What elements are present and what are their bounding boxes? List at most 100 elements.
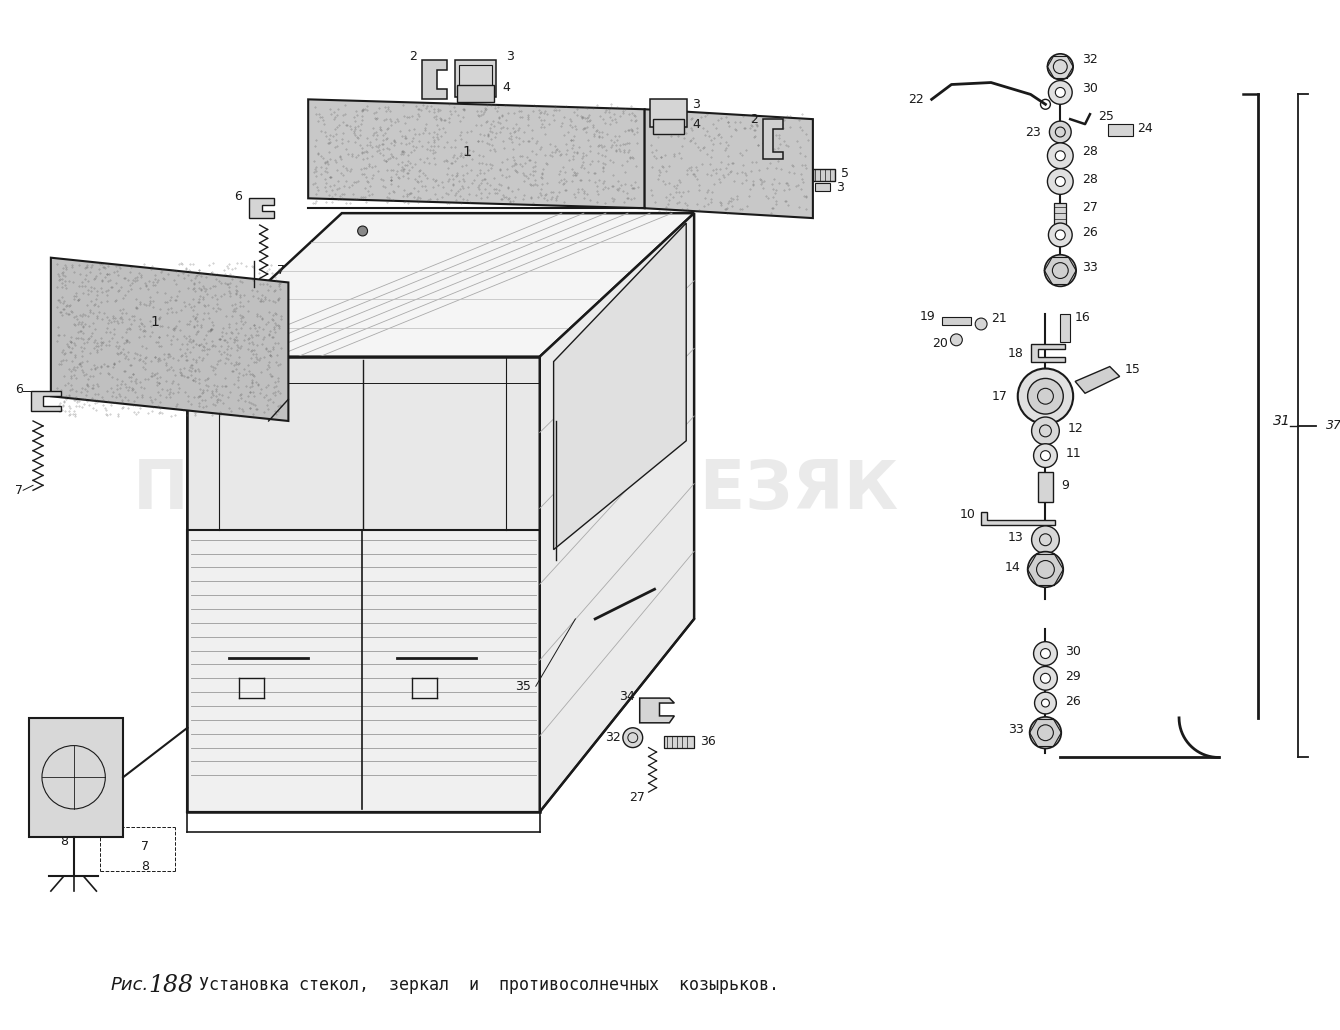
- Bar: [813, 169, 835, 180]
- Text: 27: 27: [628, 791, 645, 803]
- Text: 20: 20: [933, 337, 949, 350]
- Text: 17: 17: [992, 389, 1008, 403]
- Text: 6: 6: [234, 190, 243, 203]
- Text: 3: 3: [836, 181, 843, 194]
- Bar: [457, 84, 494, 102]
- Text: 2: 2: [750, 112, 758, 126]
- Text: 7: 7: [276, 264, 284, 277]
- Polygon shape: [553, 224, 686, 550]
- Bar: [1108, 124, 1132, 136]
- Circle shape: [1056, 230, 1065, 240]
- Text: 21: 21: [992, 311, 1006, 324]
- Text: 24: 24: [1138, 122, 1154, 135]
- Text: 33: 33: [1083, 261, 1097, 274]
- Circle shape: [1040, 451, 1051, 460]
- Text: 10: 10: [959, 509, 976, 521]
- Circle shape: [623, 728, 643, 748]
- Polygon shape: [764, 119, 783, 159]
- Bar: [665, 735, 694, 748]
- Bar: [458, 65, 492, 93]
- Circle shape: [1048, 54, 1073, 79]
- Text: 9: 9: [1061, 479, 1069, 491]
- Circle shape: [1032, 526, 1060, 553]
- Text: 7: 7: [15, 484, 23, 496]
- Circle shape: [1056, 88, 1065, 98]
- Bar: [653, 119, 685, 134]
- Text: 31: 31: [1273, 414, 1290, 428]
- Bar: [1055, 203, 1067, 225]
- Text: 29: 29: [1065, 670, 1081, 683]
- Circle shape: [1018, 369, 1073, 424]
- Circle shape: [1028, 378, 1063, 414]
- Text: 4: 4: [502, 81, 511, 94]
- Text: Установка стекол,  зеркал  и  противосолнечных  козырьков.: Установка стекол, зеркал и противосолнеч…: [200, 976, 780, 994]
- Circle shape: [1040, 649, 1051, 658]
- Text: 14: 14: [1005, 561, 1021, 574]
- Circle shape: [1056, 150, 1065, 161]
- Circle shape: [1040, 674, 1051, 683]
- Bar: [650, 99, 687, 127]
- Bar: [815, 183, 829, 192]
- Bar: [454, 60, 496, 98]
- Bar: [1037, 473, 1053, 503]
- Text: 27: 27: [1083, 201, 1097, 213]
- Text: 26: 26: [1083, 227, 1097, 239]
- Bar: [1060, 314, 1071, 342]
- Circle shape: [1034, 692, 1056, 714]
- Text: 1: 1: [462, 145, 470, 159]
- Circle shape: [1048, 143, 1073, 169]
- Text: 36: 36: [699, 735, 716, 748]
- Circle shape: [1032, 417, 1060, 445]
- Text: 188: 188: [147, 973, 193, 997]
- Text: 16: 16: [1075, 311, 1091, 323]
- Text: Рис.: Рис.: [110, 976, 149, 994]
- Circle shape: [1028, 552, 1063, 587]
- Text: 35: 35: [515, 680, 531, 693]
- Polygon shape: [188, 356, 540, 529]
- Polygon shape: [639, 698, 674, 723]
- Text: 18: 18: [1008, 347, 1024, 360]
- Circle shape: [1044, 254, 1076, 286]
- Text: 7: 7: [141, 840, 149, 853]
- Polygon shape: [422, 60, 446, 99]
- Text: 1: 1: [150, 315, 159, 329]
- Polygon shape: [29, 718, 123, 836]
- Text: 32: 32: [1083, 54, 1097, 66]
- Polygon shape: [1030, 344, 1065, 362]
- Text: 32: 32: [606, 731, 620, 744]
- Circle shape: [1041, 699, 1049, 707]
- Polygon shape: [31, 391, 60, 411]
- Text: 34: 34: [619, 690, 635, 702]
- Polygon shape: [645, 109, 813, 218]
- Circle shape: [1049, 122, 1071, 143]
- Polygon shape: [1075, 367, 1120, 393]
- Circle shape: [358, 226, 367, 236]
- Text: 13: 13: [1008, 531, 1024, 544]
- Bar: [942, 317, 972, 325]
- Text: ПЛАНЕТА ЖЕЛЕЗЯК: ПЛАНЕТА ЖЕЛЕЗЯК: [134, 457, 899, 523]
- Text: 37: 37: [1325, 419, 1340, 433]
- Polygon shape: [981, 512, 1056, 525]
- Text: 22: 22: [909, 93, 923, 106]
- Text: 26: 26: [1065, 694, 1081, 708]
- Text: 15: 15: [1124, 363, 1140, 376]
- Circle shape: [1048, 224, 1072, 247]
- Text: 4: 4: [693, 117, 699, 131]
- Polygon shape: [249, 199, 273, 218]
- Circle shape: [1033, 642, 1057, 665]
- Text: 11: 11: [1065, 447, 1081, 460]
- Text: 3: 3: [693, 98, 699, 111]
- Text: 12: 12: [1067, 422, 1083, 436]
- Circle shape: [1048, 80, 1072, 104]
- Text: 6: 6: [15, 383, 23, 396]
- Circle shape: [1029, 717, 1061, 749]
- Text: 33: 33: [1008, 723, 1024, 736]
- Polygon shape: [540, 213, 694, 812]
- Circle shape: [976, 318, 988, 330]
- Polygon shape: [188, 529, 540, 812]
- Text: 8: 8: [60, 835, 68, 848]
- Polygon shape: [308, 99, 645, 208]
- Text: 23: 23: [1025, 126, 1040, 138]
- Polygon shape: [51, 258, 288, 421]
- Circle shape: [1056, 176, 1065, 186]
